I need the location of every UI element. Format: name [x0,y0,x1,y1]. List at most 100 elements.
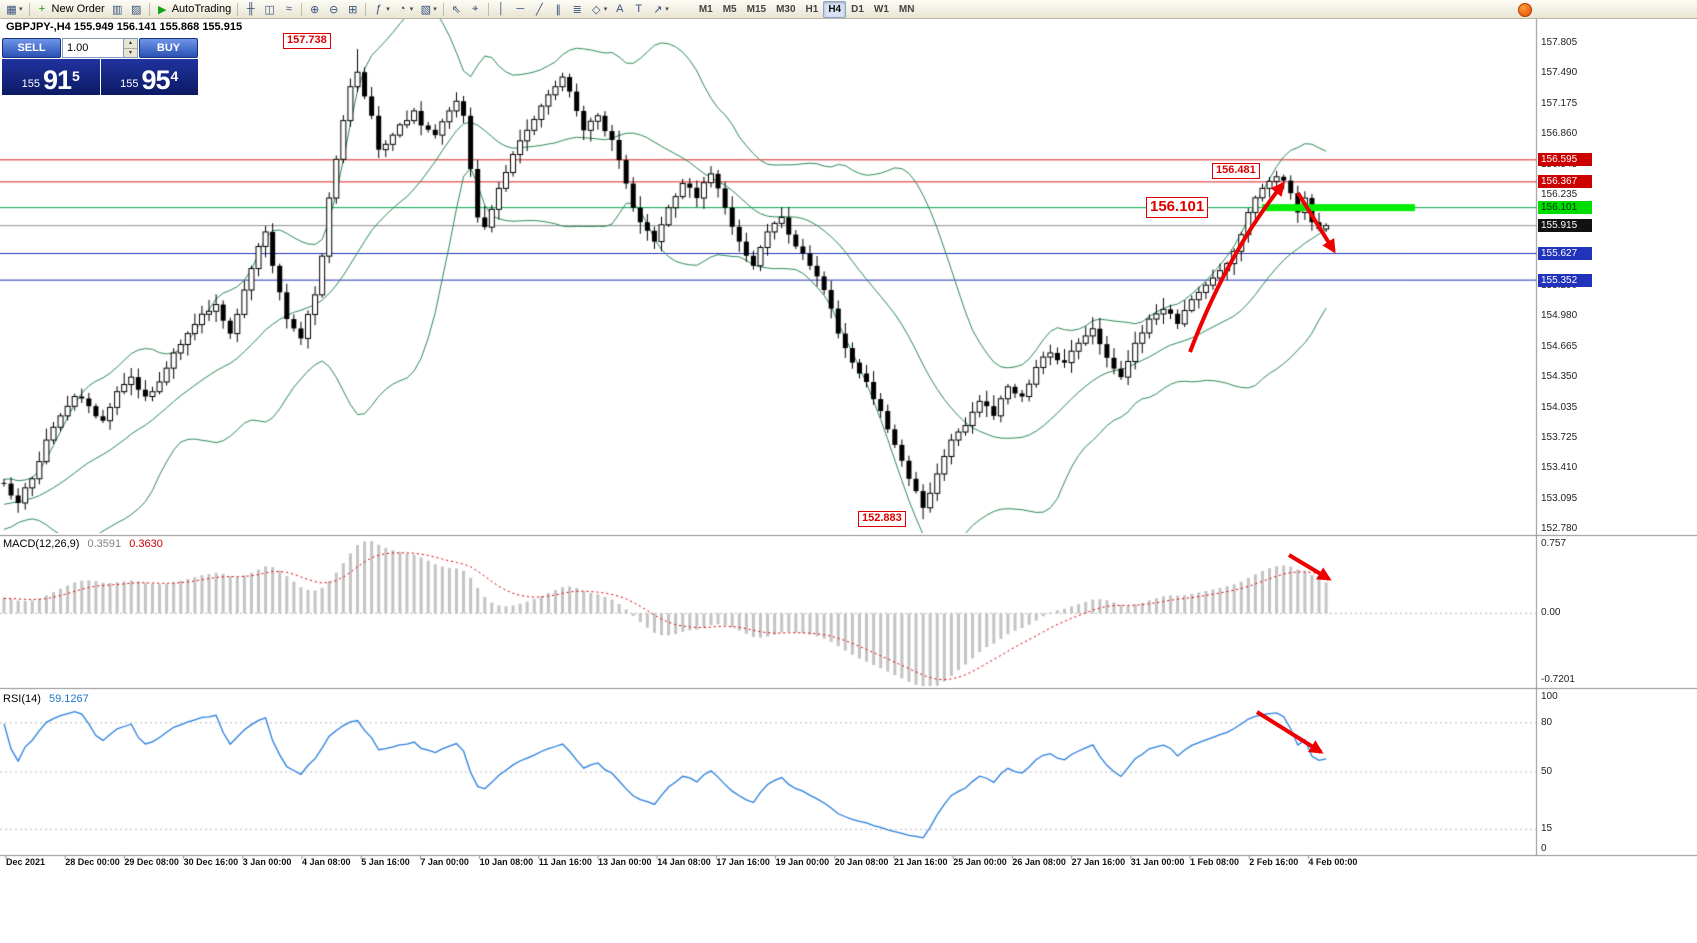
rsi-scale-label: 100 [1541,691,1558,702]
time-axis-label: 14 Jan 08:00 [657,857,711,867]
trendline-icon: ╱ [535,3,543,16]
price-annotation: 157.738 [283,33,331,49]
time-axis-label: 28 Dec 00:00 [65,857,120,867]
text-label-button[interactable]: T [629,1,648,17]
new-order-button[interactable]: + New Order [33,1,108,17]
timeframe-toolbar: M1 M5 M15 M30 H1 H4 D1 W1 MN [694,0,920,18]
data-window-icon: ▨ [131,3,142,16]
time-axis-label: 3 Jan 00:00 [242,857,292,867]
timeframe-w1-button[interactable]: W1 [873,3,889,15]
time-axis-label: 31 Jan 00:00 [1130,857,1185,867]
timeframe-mn-button[interactable]: MN [898,3,915,15]
timeframe-h4-button[interactable]: H4 [823,0,847,18]
price-annotation: 152.883 [858,511,906,527]
horizontal-line-button[interactable]: ─ [511,1,530,17]
new-order-icon: + [38,3,46,15]
toolbar-separator [442,2,444,16]
zoom-out-button[interactable]: ⊖ [324,1,343,17]
candle-mode-icon: ◫ [264,3,275,16]
templates-button[interactable]: ▧ ▾ [416,1,440,17]
cursor-icon: ⇖ [451,3,461,16]
rsi-scale-label: 0 [1541,843,1547,854]
time-axis-label: 19 Jan 00:00 [775,857,830,867]
macd-scale-label: 0.757 [1541,538,1567,549]
text-button[interactable]: A [610,1,629,17]
zoom-in-button[interactable]: ⊕ [305,1,324,17]
time-axis-label: 11 Jan 16:00 [538,857,592,867]
vertical-line-button[interactable]: │ [492,1,511,17]
toolbar: ▦ ▾ + New Order ▥ ▨ ▶ AutoTrading ╫ ◫ ≈ ⊕ ⊖ ⊞ ƒ ▾ ◔ ▾ ▧ ▾ ⇖ ⌖… [0,0,1697,19]
price-scale-label: 153.410 [1541,462,1578,474]
symbol-ohlc-header: GBPJPY-,H4 155.949 156.141 155.868 155.9… [6,21,243,33]
timeframe-m1-button[interactable]: M1 [698,3,713,15]
shapes-icon: ◇ [592,3,601,16]
sell-button[interactable]: SELL [2,38,61,58]
rsi-scale-label: 15 [1541,823,1553,835]
timeframe-h1-button[interactable]: H1 [805,3,819,15]
indicators-button[interactable]: ƒ ▾ [369,1,393,17]
notification-icon[interactable] [1518,3,1532,17]
volume-up-icon[interactable]: ▴ [124,39,137,49]
trendline-button[interactable]: ╱ [530,1,549,17]
price-level-badge: 155.352 [1538,273,1592,287]
channel-button[interactable]: ∥ [549,1,568,17]
volume-input[interactable] [63,39,123,57]
price-annotation: 156.481 [1212,163,1260,179]
shapes-button[interactable]: ◇ ▾ [587,1,611,17]
caret-down-icon: ▾ [603,6,608,13]
line-mode-button[interactable]: ≈ [279,1,298,17]
ask-price[interactable]: 155 95 4 [100,59,198,95]
data-window-button[interactable]: ▨ [127,1,146,17]
bid-pip-digit: 5 [72,68,80,84]
rsi-value: 59.1267 [48,693,89,705]
time-axis-label: 4 Feb 00:00 [1308,857,1358,867]
periods-button[interactable]: ◔ ▾ [393,1,417,17]
market-watch-button[interactable]: ▥ [108,1,127,17]
time-axis-label: 17 Jan 16:00 [716,857,770,867]
time-axis-label: 30 Dec 16:00 [183,857,239,867]
timeframe-m15-button[interactable]: M15 [746,3,767,15]
arrow-objects-button[interactable]: ↗ ▾ [648,1,672,17]
horizontal-line-icon: ─ [516,3,525,15]
bar-mode-button[interactable]: ╫ [241,1,260,17]
new-chart-button[interactable]: ▦ ▾ [2,1,26,17]
price-level-badge: 156.367 [1538,175,1592,189]
timeframe-m5-button[interactable]: M5 [722,3,737,15]
new-chart-icon: ▦ [6,3,17,16]
volume-down-icon[interactable]: ▾ [124,48,137,57]
autotrading-button[interactable]: ▶ AutoTrading [153,1,235,17]
rsi-scale-label: 50 [1541,766,1553,777]
autotrading-label: AutoTrading [171,3,232,15]
candle-mode-button[interactable]: ◫ [260,1,279,17]
toolbar-separator [148,2,150,16]
bid-price[interactable]: 155 91 5 [2,59,100,95]
time-axis-label: 29 Dec 08:00 [124,857,179,867]
tile-windows-icon: ⊞ [348,3,358,16]
price-scale-label: 153.725 [1541,431,1578,443]
cursor-button[interactable]: ⇖ [447,1,466,17]
one-click-trading-panel: SELL ▴ ▾ BUY 155 91 5 155 95 4 [2,38,198,95]
caret-down-icon: ▾ [665,6,669,13]
macd-signal-value: 0.3630 [129,538,163,550]
caret-down-icon: ▾ [19,6,23,13]
price-scale-label: 157.175 [1541,97,1578,109]
buy-button[interactable]: BUY [139,38,198,58]
rsi-header: RSI(14) 59.1267 [3,693,89,705]
time-axis-label: 2 Feb 16:00 [1249,857,1299,867]
bar-mode-icon: ╫ [246,3,255,15]
timeframe-m30-button[interactable]: M30 [776,3,796,15]
crosshair-button[interactable]: ⌖ [466,1,485,17]
ask-pip-digit: 4 [170,68,179,84]
rsi-label: RSI(14) [3,693,41,705]
tile-windows-button[interactable]: ⊞ [343,1,362,17]
crosshair-icon: ⌖ [472,2,479,15]
timeframe-d1-button[interactable]: D1 [851,3,864,15]
price-level-badge: 156.595 [1538,153,1592,167]
caret-down-icon: ▾ [386,6,390,13]
price-level-badge: 155.915 [1538,219,1592,233]
price-annotation: 156.101 [1146,197,1209,218]
time-axis-label: Dec 2021 [6,857,46,867]
fibonacci-button[interactable]: ≣ [568,1,587,17]
